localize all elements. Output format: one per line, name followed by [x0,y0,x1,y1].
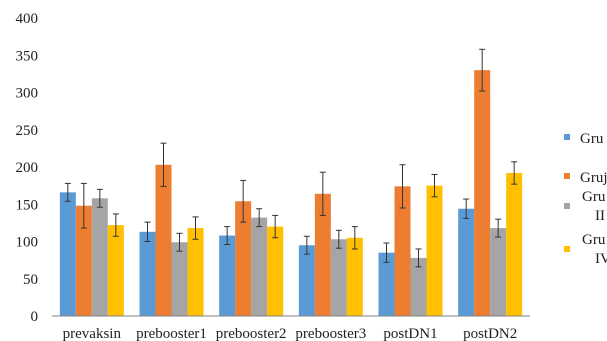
legend-label-line2: IV [595,251,607,267]
y-tick-label: 100 [16,235,39,251]
legend-swatch [564,173,570,179]
bar [346,237,363,316]
y-tick-label: 200 [16,160,39,176]
legend-item: Gru [564,131,604,147]
y-tick-label: 250 [16,123,39,139]
bar [394,186,411,316]
y-axis-ticks: 0 50 100 150 200 250 300 350 400 [16,11,39,325]
bar [506,172,523,316]
legend-label-line2: II [595,208,605,224]
legend-item: Gru II [564,189,606,224]
legend-swatch [564,134,570,140]
bar [235,201,252,316]
bar [314,193,331,316]
legend-label: Gru [582,189,606,205]
y-tick-label: 300 [16,86,39,102]
bar [458,208,475,316]
y-tick-label: 50 [23,272,38,288]
y-tick-label: 150 [16,197,39,213]
y-tick-label: 400 [16,11,39,27]
x-axis-labels: prevaksin prebooster1 prebooster2 prebooste… [63,326,518,341]
y-tick-label: 0 [31,309,39,325]
bar [474,70,491,317]
legend-label: Gruj [580,170,607,186]
legend: Gru Gruj Gru II Gru IV [564,131,607,267]
bar [330,239,347,316]
bar [378,252,395,316]
x-tick-label: prebooster1 [136,326,207,341]
bar [187,228,204,316]
legend-label: Gru [582,232,606,248]
bar [298,245,315,316]
bar-series [59,70,523,317]
x-tick-label: postDN2 [463,326,517,341]
bar [219,235,236,316]
x-tick-label: prebooster2 [216,326,287,341]
bar [107,225,124,316]
legend-swatch [564,246,570,252]
legend-swatch [564,203,570,209]
bar [490,228,507,316]
legend-item: Gru IV [564,232,607,267]
error-bars [64,48,518,268]
x-tick-label: prevaksin [63,326,122,341]
bar [410,257,427,316]
legend-item: Gruj [564,170,607,186]
x-tick-label: prebooster3 [295,326,366,341]
bar [171,242,188,316]
y-tick-label: 350 [16,48,39,64]
bar [251,217,268,316]
bar [59,192,76,316]
x-tick-label: postDN1 [383,326,437,341]
bar [426,185,443,316]
bar [75,205,92,316]
bar [139,231,156,316]
bar [91,198,108,316]
bar [267,226,284,316]
legend-label: Gru [580,131,604,147]
bar [155,164,172,316]
